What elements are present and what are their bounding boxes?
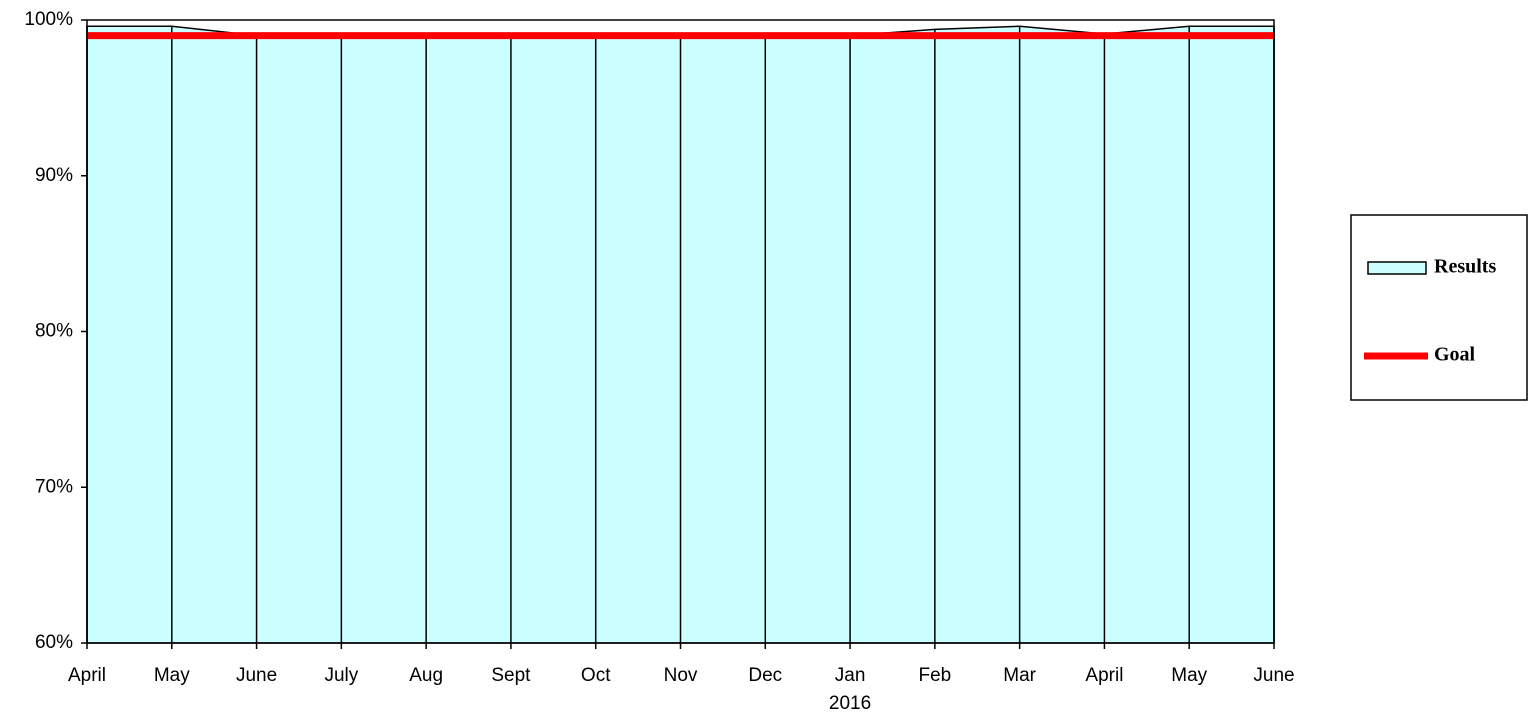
- x-tick-label: July: [324, 665, 358, 686]
- x-tick-label: Feb: [918, 665, 951, 686]
- x-tick-label: Oct: [581, 665, 611, 686]
- x-tick-label: May: [154, 665, 190, 686]
- x-tick-label: Nov: [664, 665, 698, 686]
- y-tick-label: 90%: [35, 165, 73, 186]
- y-tick-label: 80%: [35, 321, 73, 342]
- legend-label: Goal: [1434, 344, 1476, 366]
- x-tick-label: May: [1171, 665, 1207, 686]
- x-tick-sublabel: 2016: [829, 693, 871, 714]
- x-tick-label: April: [1085, 665, 1123, 686]
- x-tick-label: Mar: [1003, 665, 1036, 686]
- y-tick-label: 70%: [35, 476, 73, 497]
- x-tick-label: June: [236, 665, 277, 686]
- x-tick-label: Aug: [409, 665, 443, 686]
- x-tick-label: April: [68, 665, 106, 686]
- legend: [1350, 214, 1528, 401]
- x-tick-label: Jan: [835, 665, 866, 686]
- legend-swatch: [1367, 261, 1427, 275]
- y-tick-label: 100%: [24, 9, 73, 30]
- x-tick-label: Dec: [748, 665, 782, 686]
- legend-label: Results: [1434, 256, 1496, 278]
- x-tick-label: June: [1253, 665, 1294, 686]
- x-tick-label: Sept: [491, 665, 531, 686]
- y-tick-label: 60%: [35, 632, 73, 653]
